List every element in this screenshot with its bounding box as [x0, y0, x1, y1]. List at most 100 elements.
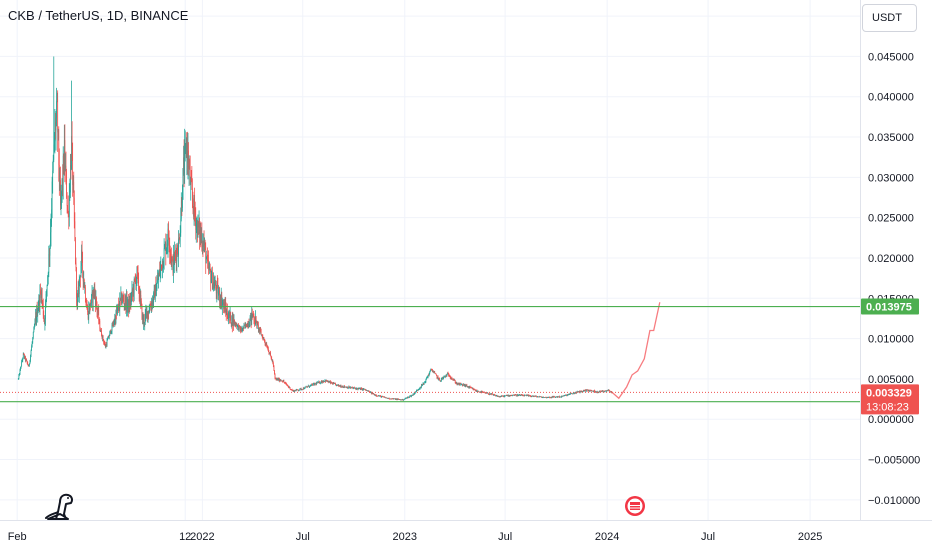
candle-body: [327, 381, 329, 383]
candle-body: [191, 181, 193, 189]
candle-body: [357, 388, 358, 390]
candle-body: [366, 390, 368, 391]
candle-body: [70, 165, 72, 170]
candle-body: [265, 343, 266, 345]
candle-body: [53, 141, 55, 145]
candle-body: [220, 295, 222, 305]
candle-body: [375, 394, 376, 396]
chart-title: CKB / TetherUS, 1D, BINANCE: [8, 8, 189, 23]
candle-body: [453, 379, 455, 381]
candle-body: [505, 395, 507, 396]
projection-line[interactable]: [611, 302, 661, 400]
candle-body: [91, 291, 93, 295]
candle-body: [524, 395, 525, 397]
candle-body: [597, 392, 599, 393]
candle-body: [264, 339, 265, 342]
candle-body: [473, 389, 475, 391]
candle-body: [351, 387, 353, 388]
candle-body: [218, 290, 220, 294]
candle-body: [145, 310, 147, 315]
candle-body: [337, 384, 339, 386]
candle-body: [319, 381, 320, 384]
candle-body: [89, 302, 91, 313]
candle-body: [362, 388, 363, 391]
candle-body: [287, 385, 289, 387]
candle-body: [141, 301, 142, 305]
candle-body: [418, 388, 419, 390]
candle-body: [265, 344, 267, 346]
candle-body: [580, 391, 581, 393]
candle-body: [393, 398, 395, 400]
candle-body: [76, 297, 78, 303]
candle-body: [42, 303, 44, 316]
candle-body: [57, 129, 59, 133]
candle-body: [555, 396, 557, 398]
candle-body: [300, 388, 301, 390]
candle-body: [566, 395, 568, 396]
candle-body: [533, 396, 535, 397]
candle-body: [447, 373, 448, 375]
candle-body: [73, 181, 75, 198]
candle-body: [280, 380, 281, 381]
candle-body: [179, 239, 181, 242]
candle-body: [411, 395, 412, 397]
candle-body: [462, 384, 463, 386]
candle-body: [582, 390, 584, 392]
candle-body: [419, 388, 421, 389]
candle-body: [426, 377, 428, 379]
candle-body: [387, 398, 388, 399]
candle-body: [408, 397, 410, 398]
candle-body: [585, 391, 587, 392]
candle-body: [55, 122, 56, 131]
candle-body: [25, 356, 26, 361]
candle-body: [100, 328, 101, 332]
candle-body: [105, 343, 106, 348]
candle-body: [539, 396, 541, 398]
candle-body: [503, 395, 505, 397]
candle-body: [87, 309, 88, 312]
candle-body: [458, 382, 459, 385]
candle-body: [528, 395, 529, 397]
candle-body: [560, 396, 562, 398]
candle-body: [598, 391, 600, 393]
candle-body: [574, 392, 576, 394]
candle-body: [116, 311, 117, 313]
candle-body: [411, 395, 413, 396]
candle-body: [71, 136, 72, 170]
candle-body: [143, 318, 145, 324]
candle-body: [441, 378, 442, 381]
candle-body: [290, 389, 292, 390]
candle-body: [581, 390, 583, 392]
candle-body: [567, 394, 569, 396]
candle-body: [152, 299, 153, 307]
candle-body: [229, 312, 230, 317]
candle-body: [524, 394, 526, 396]
earnings-event-icon[interactable]: [625, 496, 645, 516]
candle-body: [294, 390, 296, 391]
dinosaur-logo-icon[interactable]: [45, 493, 73, 520]
candle-body: [316, 382, 317, 385]
candle-body: [366, 390, 367, 391]
candle-body: [328, 381, 330, 383]
candle-body: [215, 288, 217, 294]
candle-body: [246, 323, 248, 327]
candle-body: [486, 392, 488, 394]
candle-body: [380, 395, 381, 397]
price-axis[interactable]: 0.0500000.0450000.0400000.0350000.030000…: [868, 11, 920, 507]
currency-selector-button[interactable]: USDT: [862, 4, 917, 32]
candle-body: [312, 383, 314, 386]
candle-body: [335, 384, 337, 386]
candle-body: [205, 258, 207, 264]
candle-body: [556, 396, 558, 398]
candle-body: [405, 398, 407, 399]
candle-body: [45, 293, 47, 304]
candle-body: [207, 254, 208, 260]
candle-body: [184, 144, 186, 147]
candle-body: [565, 394, 567, 396]
candle-body: [320, 382, 321, 384]
candle-body: [448, 373, 449, 376]
candle-body: [414, 391, 416, 393]
